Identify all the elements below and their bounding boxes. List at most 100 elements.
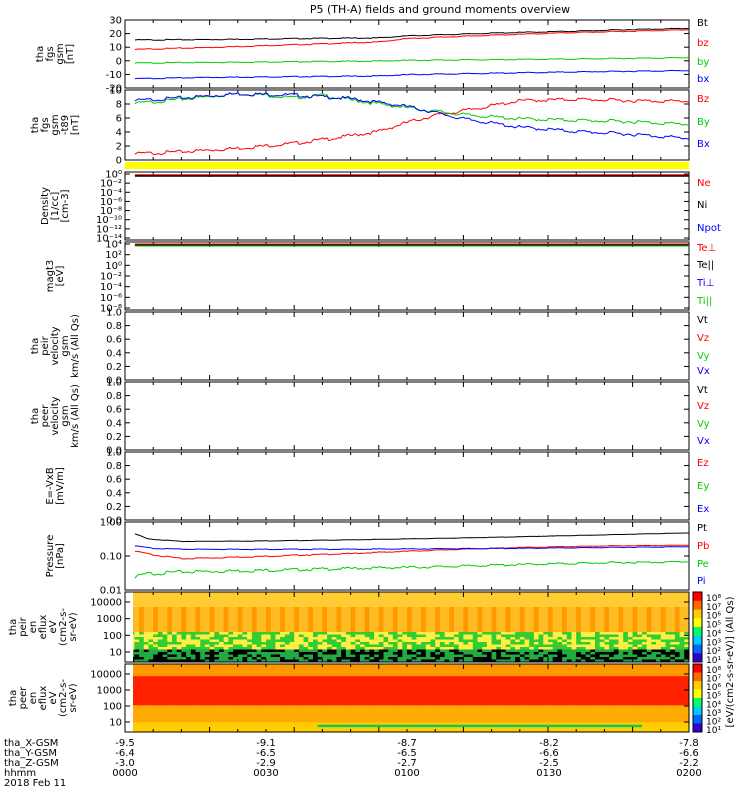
spectrogram-cell — [627, 602, 634, 605]
spectrogram-cell — [660, 619, 666, 623]
spectrogram-cell — [646, 594, 652, 598]
spectrogram-cell — [430, 657, 436, 660]
spectrogram-cell — [684, 594, 690, 598]
spectrogram-cell — [280, 727, 286, 731]
spectrogram-cell — [237, 673, 243, 677]
spectrogram-cell — [491, 632, 497, 635]
spectrogram-cell — [214, 666, 220, 670]
spectrogram-cell — [284, 617, 290, 620]
spectrogram-cell — [646, 647, 652, 650]
spectrogram-cell — [172, 597, 178, 600]
spectrogram-cell — [247, 629, 253, 633]
spectrogram-cell — [595, 654, 601, 658]
spectrogram-cell — [444, 599, 450, 603]
spectrogram-cell — [284, 612, 290, 615]
spectrogram-cell — [256, 707, 262, 711]
spectrogram-cell — [665, 629, 671, 633]
spectrogram-cell — [627, 654, 634, 658]
spectrogram-cell — [167, 698, 173, 701]
spectrogram-cell — [162, 607, 168, 610]
spectrogram-cell — [501, 592, 507, 595]
spectrogram-cell — [454, 629, 460, 633]
spectrogram-cell — [538, 642, 544, 645]
spectrogram-cell — [392, 602, 399, 605]
spectrogram-cell — [322, 639, 328, 643]
spectrogram-cell — [233, 666, 239, 670]
spectrogram-cell — [195, 659, 201, 663]
spectrogram-cell — [515, 644, 521, 648]
spectrogram-cell — [397, 644, 403, 648]
spectrogram-cell — [679, 617, 685, 620]
spectrogram-cell — [665, 612, 671, 615]
spectrogram-cell — [454, 659, 460, 663]
spectrogram-cell — [571, 614, 577, 618]
spectrogram-cell — [167, 632, 173, 635]
spectrogram-cell — [247, 729, 253, 733]
spectrogram-cell — [642, 637, 648, 640]
spectrogram-cell — [637, 622, 643, 625]
spectrogram-cell — [275, 683, 281, 687]
spectrogram-cell — [341, 609, 347, 613]
spectrogram-cell — [313, 612, 319, 615]
spectrogram-cell — [656, 604, 662, 608]
spectrogram-cell — [515, 657, 521, 660]
legend-Ti||: Ti|| — [696, 296, 712, 307]
spectrogram-cell — [580, 597, 587, 600]
spectrogram-cell — [280, 676, 286, 680]
spectrogram-cell — [251, 629, 258, 633]
spectrogram-cell — [204, 649, 211, 653]
spectrogram-cell — [148, 707, 154, 711]
spectrogram-cell — [660, 622, 666, 625]
spectrogram-cell — [642, 597, 648, 600]
spectrogram-cell — [679, 639, 685, 643]
spectrogram-cell — [195, 715, 201, 718]
spectrogram-cell — [472, 649, 478, 653]
spectrogram-cell — [421, 629, 427, 633]
spectrogram-cell — [153, 634, 159, 638]
spectrogram-cell — [139, 599, 145, 603]
spectrogram-cell — [533, 614, 540, 618]
spectrogram-cell — [402, 614, 408, 618]
spectrogram-cell — [176, 690, 182, 694]
panel-frame — [124, 451, 690, 521]
spectrogram-cell — [214, 681, 220, 684]
spectrogram-cell — [618, 592, 624, 595]
spectrogram-cell — [407, 652, 413, 655]
spectrogram-cell — [251, 654, 258, 658]
spectrogram-cell — [670, 624, 676, 628]
spectrogram-cell — [186, 695, 192, 699]
spectrogram-cell — [510, 652, 516, 655]
y-axis-label-line: gsm — [60, 335, 71, 356]
spectrogram-cell — [613, 604, 619, 608]
spectrogram-cell — [463, 627, 469, 630]
spectrogram-cell — [674, 639, 681, 643]
spectrogram-cell — [576, 609, 582, 613]
spectrogram-cell — [425, 632, 431, 635]
spectrogram-cell — [341, 634, 347, 638]
spectrogram-cell — [397, 654, 403, 658]
spectrogram-cell — [642, 652, 648, 655]
spectrogram-cell — [186, 693, 192, 697]
spectrogram-cell — [143, 666, 149, 670]
spectrogram-cell — [618, 657, 624, 660]
spectrogram-cell — [148, 683, 154, 687]
spectrogram-cell — [327, 602, 333, 605]
spectrogram-cell — [477, 619, 483, 623]
spectrogram-cell — [266, 681, 272, 684]
spectrogram-cell — [482, 604, 488, 608]
spectrogram-cell — [256, 729, 262, 733]
series-Bz-line — [134, 97, 690, 156]
spectrogram-cell — [242, 597, 248, 600]
spectrogram-cell — [660, 599, 666, 603]
spectrogram-cell — [623, 657, 629, 660]
spectrogram-cell — [242, 722, 248, 726]
spectrogram-cell — [308, 654, 314, 658]
spectrogram-cell — [209, 685, 215, 689]
spectrogram-cell — [280, 717, 286, 721]
spectrogram-cell — [463, 594, 469, 598]
spectrogram-cell — [374, 657, 380, 660]
spectrogram-cell — [176, 637, 182, 640]
spectrogram-cell — [383, 612, 389, 615]
spectrogram-cell — [200, 604, 206, 608]
y-axis-label-line: Pressure — [45, 535, 56, 578]
